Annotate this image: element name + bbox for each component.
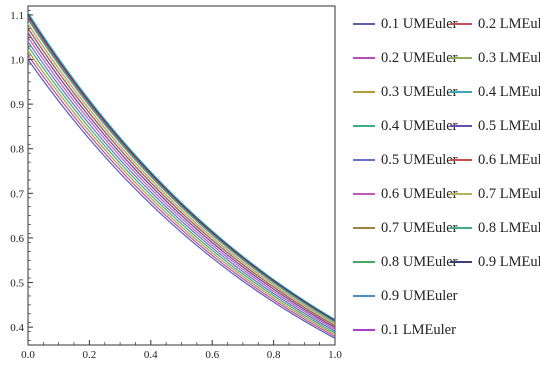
series-line — [27, 27, 336, 327]
legend-item: 0.4 UMEuler — [353, 116, 458, 136]
legend-swatch — [353, 159, 375, 161]
series-line — [27, 27, 336, 327]
series-line — [27, 32, 336, 329]
series-line — [27, 36, 336, 330]
legend-item: 0.8 UMEuler — [353, 252, 458, 272]
legend-item: 0.5 UMEuler — [353, 150, 458, 170]
series-line — [27, 54, 336, 338]
legend-item: 0.6 LMEuler — [450, 150, 540, 170]
legend-swatch — [353, 329, 375, 331]
series-line — [27, 23, 336, 325]
legend-swatch — [353, 295, 375, 297]
legend: 0.1 UMEuler 0.2 UMEuler 0.3 UMEuler 0.4 UME… — [353, 14, 540, 359]
legend-swatch — [450, 227, 472, 229]
legend-label: 0.9 UMEuler — [381, 287, 458, 304]
series-line — [27, 14, 336, 321]
legend-swatch — [353, 57, 375, 59]
legend-item: 0.1 LMEuler — [353, 320, 456, 340]
legend-item: 0.4 LMEuler — [450, 82, 540, 102]
legend-label: 0.4 LMEuler — [478, 83, 540, 100]
x-tick-label: 0.8 — [267, 349, 281, 361]
legend-swatch — [450, 57, 472, 59]
legend-swatch — [450, 125, 472, 127]
y-tick-label: 1.1 — [10, 10, 24, 22]
legend-swatch — [353, 91, 375, 93]
series-line — [27, 41, 336, 332]
legend-item: 0.1 UMEuler — [353, 14, 458, 34]
series-line — [27, 16, 336, 322]
y-tick-label: 1.0 — [10, 55, 24, 67]
legend-label: 0.4 UMEuler — [381, 117, 458, 134]
x-tick-label: 0.0 — [21, 349, 35, 361]
y-tick-label: 0.9 — [10, 99, 24, 111]
legend-item: 0.2 LMEuler — [450, 14, 540, 34]
series-line — [27, 12, 336, 321]
legend-swatch — [450, 23, 472, 25]
legend-item: 0.2 UMEuler — [353, 48, 458, 68]
y-tick-label: 0.7 — [10, 188, 24, 200]
legend-item: 0.8 LMEuler — [450, 218, 540, 238]
legend-label: 0.7 LMEuler — [478, 185, 540, 202]
legend-item: 0.9 LMEuler — [450, 252, 540, 272]
legend-item: 0.6 UMEuler — [353, 184, 458, 204]
legend-swatch — [450, 193, 472, 195]
series-line — [27, 19, 336, 323]
plot-frame — [27, 5, 336, 346]
legend-label: 0.3 LMEuler — [478, 49, 540, 66]
x-tick-label: 0.6 — [205, 349, 219, 361]
series-line — [27, 45, 336, 334]
plot-border — [27, 5, 336, 346]
series-line — [27, 32, 336, 329]
legend-label: 0.2 LMEuler — [478, 15, 540, 32]
axes-layer: 0.0 0.2 0.4 0.6 0.8 1.0 0.4 0.5 0.6 0.7 0.8 0.9 1.0 1… — [10, 10, 342, 361]
legend-label: 0.6 UMEuler — [381, 185, 458, 202]
legend-swatch — [353, 261, 375, 263]
legend-item: 0.3 LMEuler — [450, 48, 540, 68]
y-tick-label: 0.5 — [10, 278, 24, 290]
legend-swatch — [353, 193, 375, 195]
legend-swatch — [450, 91, 472, 93]
legend-label: 0.1 LMEuler — [381, 321, 456, 338]
series-layer — [27, 12, 336, 339]
legend-label: 0.3 UMEuler — [381, 83, 458, 100]
legend-item: 0.9 UMEuler — [353, 286, 458, 306]
legend-label: 0.5 UMEuler — [381, 151, 458, 168]
legend-swatch — [450, 159, 472, 161]
legend-label: 0.9 LMEuler — [478, 253, 540, 270]
legend-swatch — [353, 227, 375, 229]
y-tick-label: 0.8 — [10, 144, 24, 156]
legend-item: 0.7 UMEuler — [353, 218, 458, 238]
series-line — [27, 23, 336, 325]
y-tick-label: 0.6 — [10, 233, 24, 245]
legend-item: 0.7 LMEuler — [450, 184, 540, 204]
legend-swatch — [353, 23, 375, 25]
legend-swatch — [450, 261, 472, 263]
legend-item: 0.5 LMEuler — [450, 116, 540, 136]
series-line — [27, 50, 336, 336]
series-line — [27, 14, 336, 321]
y-tick-label: 0.4 — [10, 322, 24, 334]
series-line — [27, 19, 336, 323]
legend-swatch — [353, 125, 375, 127]
legend-label: 0.7 UMEuler — [381, 219, 458, 236]
legend-label: 0.8 LMEuler — [478, 219, 540, 236]
x-tick-label: 0.2 — [83, 349, 97, 361]
series-line — [27, 59, 336, 339]
legend-label: 0.2 UMEuler — [381, 49, 458, 66]
legend-label: 0.6 LMEuler — [478, 151, 540, 168]
x-tick-label: 1.0 — [328, 349, 342, 361]
legend-item: 0.3 UMEuler — [353, 82, 458, 102]
x-tick-label: 0.4 — [144, 349, 158, 361]
legend-label: 0.8 UMEuler — [381, 253, 458, 270]
legend-label: 0.1 UMEuler — [381, 15, 458, 32]
legend-label: 0.5 LMEuler — [478, 117, 540, 134]
